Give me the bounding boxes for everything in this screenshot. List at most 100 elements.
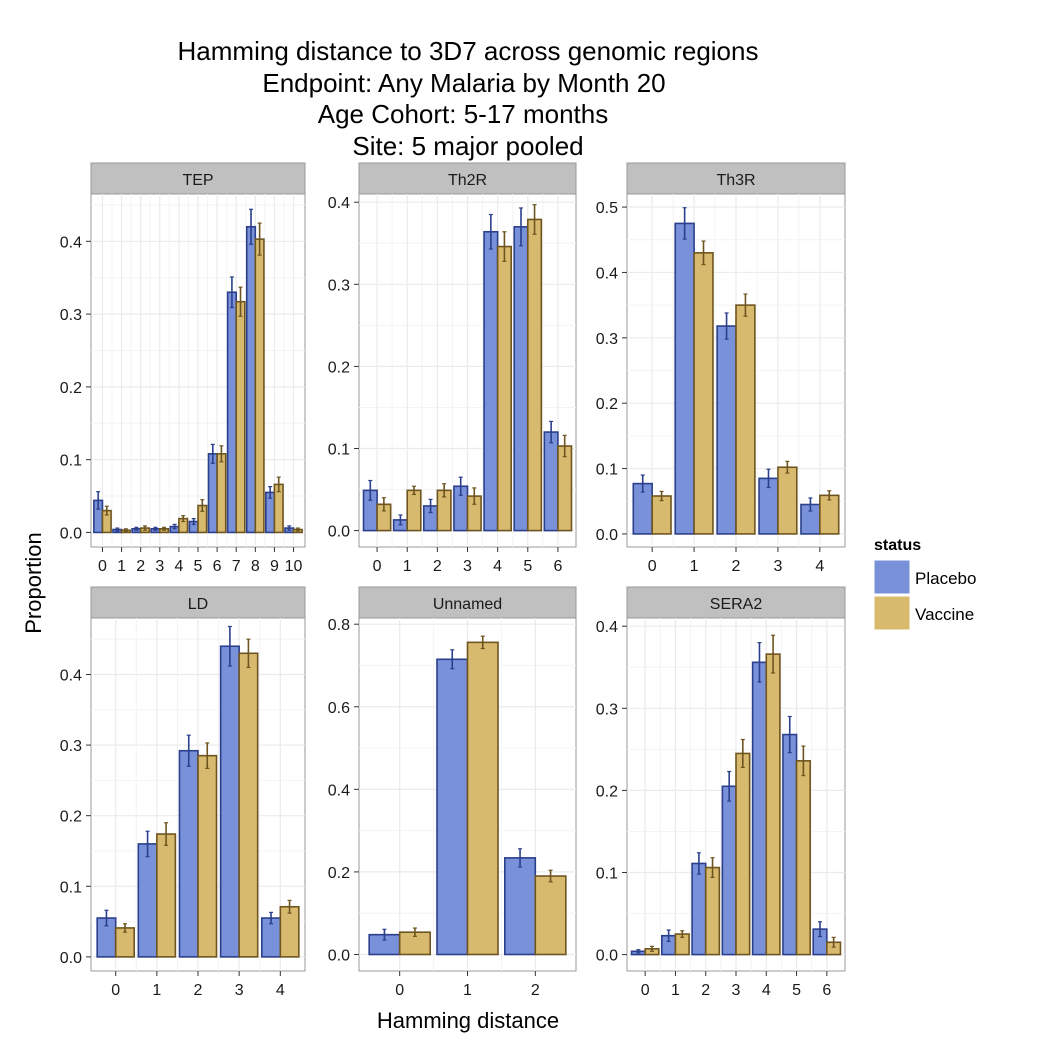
bar — [178, 749, 199, 958]
y-axis-label: Proportion — [21, 532, 46, 634]
y-axis: 0.0 0.1 0.2 0.3 0.4 — [60, 667, 91, 967]
bar — [693, 252, 714, 535]
x-tick-label: 5 — [792, 982, 801, 999]
x-tick-label: 0 — [373, 558, 382, 575]
x-tick-label: 5 — [523, 558, 532, 575]
bar — [704, 866, 721, 956]
error-bar — [295, 527, 300, 532]
chart-title: Hamming distance to 3D7 across genomic r… — [178, 36, 759, 161]
error-bar — [145, 830, 150, 858]
x-tick-label: 4 — [815, 558, 824, 575]
bar — [534, 875, 567, 956]
error-bar — [246, 638, 251, 669]
legend-key-vaccine — [873, 595, 911, 631]
error-bar — [831, 936, 836, 948]
x-axis: 0 1 2 3 4 5 6 — [373, 547, 562, 575]
x-tick-label: 2 — [136, 558, 145, 575]
bar — [735, 752, 751, 956]
error-bar — [428, 498, 433, 514]
x-axis: 0 1 2 — [395, 971, 540, 999]
error-bar — [472, 487, 477, 505]
x-tick-label: 7 — [232, 558, 241, 575]
error-bar — [785, 460, 790, 474]
bar — [279, 905, 300, 958]
error-bar — [727, 770, 732, 802]
error-bar — [257, 222, 262, 256]
y-tick-label: 0.0 — [596, 948, 618, 965]
bar — [156, 833, 177, 958]
y-tick-label: 0.3 — [596, 701, 618, 718]
strip-bg — [358, 162, 577, 195]
bar — [782, 733, 798, 956]
error-bar — [666, 929, 671, 943]
x-tick-label: 0 — [395, 982, 404, 999]
y-tick-label: 0.3 — [60, 738, 82, 755]
error-bar — [743, 293, 748, 317]
error-bar — [219, 445, 224, 463]
facet-th2r: Th2R 0.0 0.1 0.2 0.3 0.4 0 1 2 3 4 5 6 — [328, 162, 577, 575]
error-bar — [724, 312, 729, 340]
error-bar — [164, 822, 169, 846]
y-tick-label: 0.2 — [328, 865, 350, 882]
x-tick-label: 2 — [732, 558, 741, 575]
error-bar — [442, 483, 447, 498]
series-vaccine — [114, 638, 300, 958]
y-tick-label: 0.4 — [60, 667, 82, 684]
error-bar — [771, 634, 776, 674]
strip-bg — [626, 162, 846, 195]
bar — [238, 652, 259, 958]
legend-title: status — [874, 537, 921, 554]
y-tick-label: 0.1 — [596, 865, 618, 882]
error-bar — [205, 742, 210, 769]
error-bar — [96, 491, 101, 510]
error-bar — [191, 518, 196, 526]
error-bar — [808, 497, 813, 512]
y-tick-label: 0.2 — [596, 783, 618, 800]
y-tick-label: 0.1 — [596, 462, 618, 479]
y-tick-label: 0.2 — [596, 396, 618, 413]
facet-sera2: SERA2 0.0 0.1 0.2 0.3 0.4 0 1 2 3 4 5 6 — [596, 586, 846, 999]
error-bar — [276, 476, 281, 493]
bar — [197, 754, 218, 958]
title-line-1: Hamming distance to 3D7 across genomic r… — [178, 36, 759, 66]
x-axis: 0 1 2 3 4 — [648, 547, 824, 575]
series-placebo — [368, 649, 537, 956]
bar — [721, 785, 737, 956]
y-tick-label: 0.0 — [60, 950, 82, 967]
error-bar — [287, 525, 292, 531]
error-bar — [412, 485, 417, 496]
error-bar — [649, 945, 654, 952]
bar — [137, 843, 158, 958]
bar — [466, 641, 499, 956]
error-bar — [659, 490, 664, 502]
error-bar — [368, 479, 373, 501]
error-bar — [123, 528, 128, 533]
error-bar — [640, 474, 645, 493]
strip-label: SERA2 — [710, 596, 763, 613]
y-axis: 0.0 0.1 0.2 0.3 0.4 — [596, 619, 627, 965]
legend: status Placebo Vaccine — [873, 537, 976, 631]
error-bar — [122, 923, 127, 933]
facet-tep: TEP 0.0 0.1 0.2 0.3 0.4 0 1 2 3 4 5 6 7 8 9 10 — [60, 162, 306, 575]
x-tick-label: 2 — [433, 558, 442, 575]
error-bar — [104, 909, 109, 927]
error-bar — [696, 852, 701, 875]
title-line-4: Site: 5 major pooled — [352, 131, 583, 161]
error-bar — [818, 921, 823, 938]
error-bar — [142, 525, 147, 531]
y-tick-label: 0.1 — [328, 441, 350, 458]
x-tick-label: 5 — [194, 558, 203, 575]
error-bar — [134, 526, 139, 531]
y-tick-label: 0.0 — [328, 524, 350, 541]
error-bar — [238, 286, 243, 317]
bar — [674, 222, 695, 535]
bar — [513, 226, 529, 532]
x-tick-label: 0 — [98, 558, 107, 575]
error-bar — [766, 468, 771, 489]
strip-label: Th3R — [716, 172, 755, 189]
bar — [795, 760, 811, 956]
y-axis: 0.0 0.1 0.2 0.3 0.4 0.5 — [596, 200, 627, 544]
x-tick-label: 8 — [251, 558, 260, 575]
bar — [254, 238, 265, 534]
